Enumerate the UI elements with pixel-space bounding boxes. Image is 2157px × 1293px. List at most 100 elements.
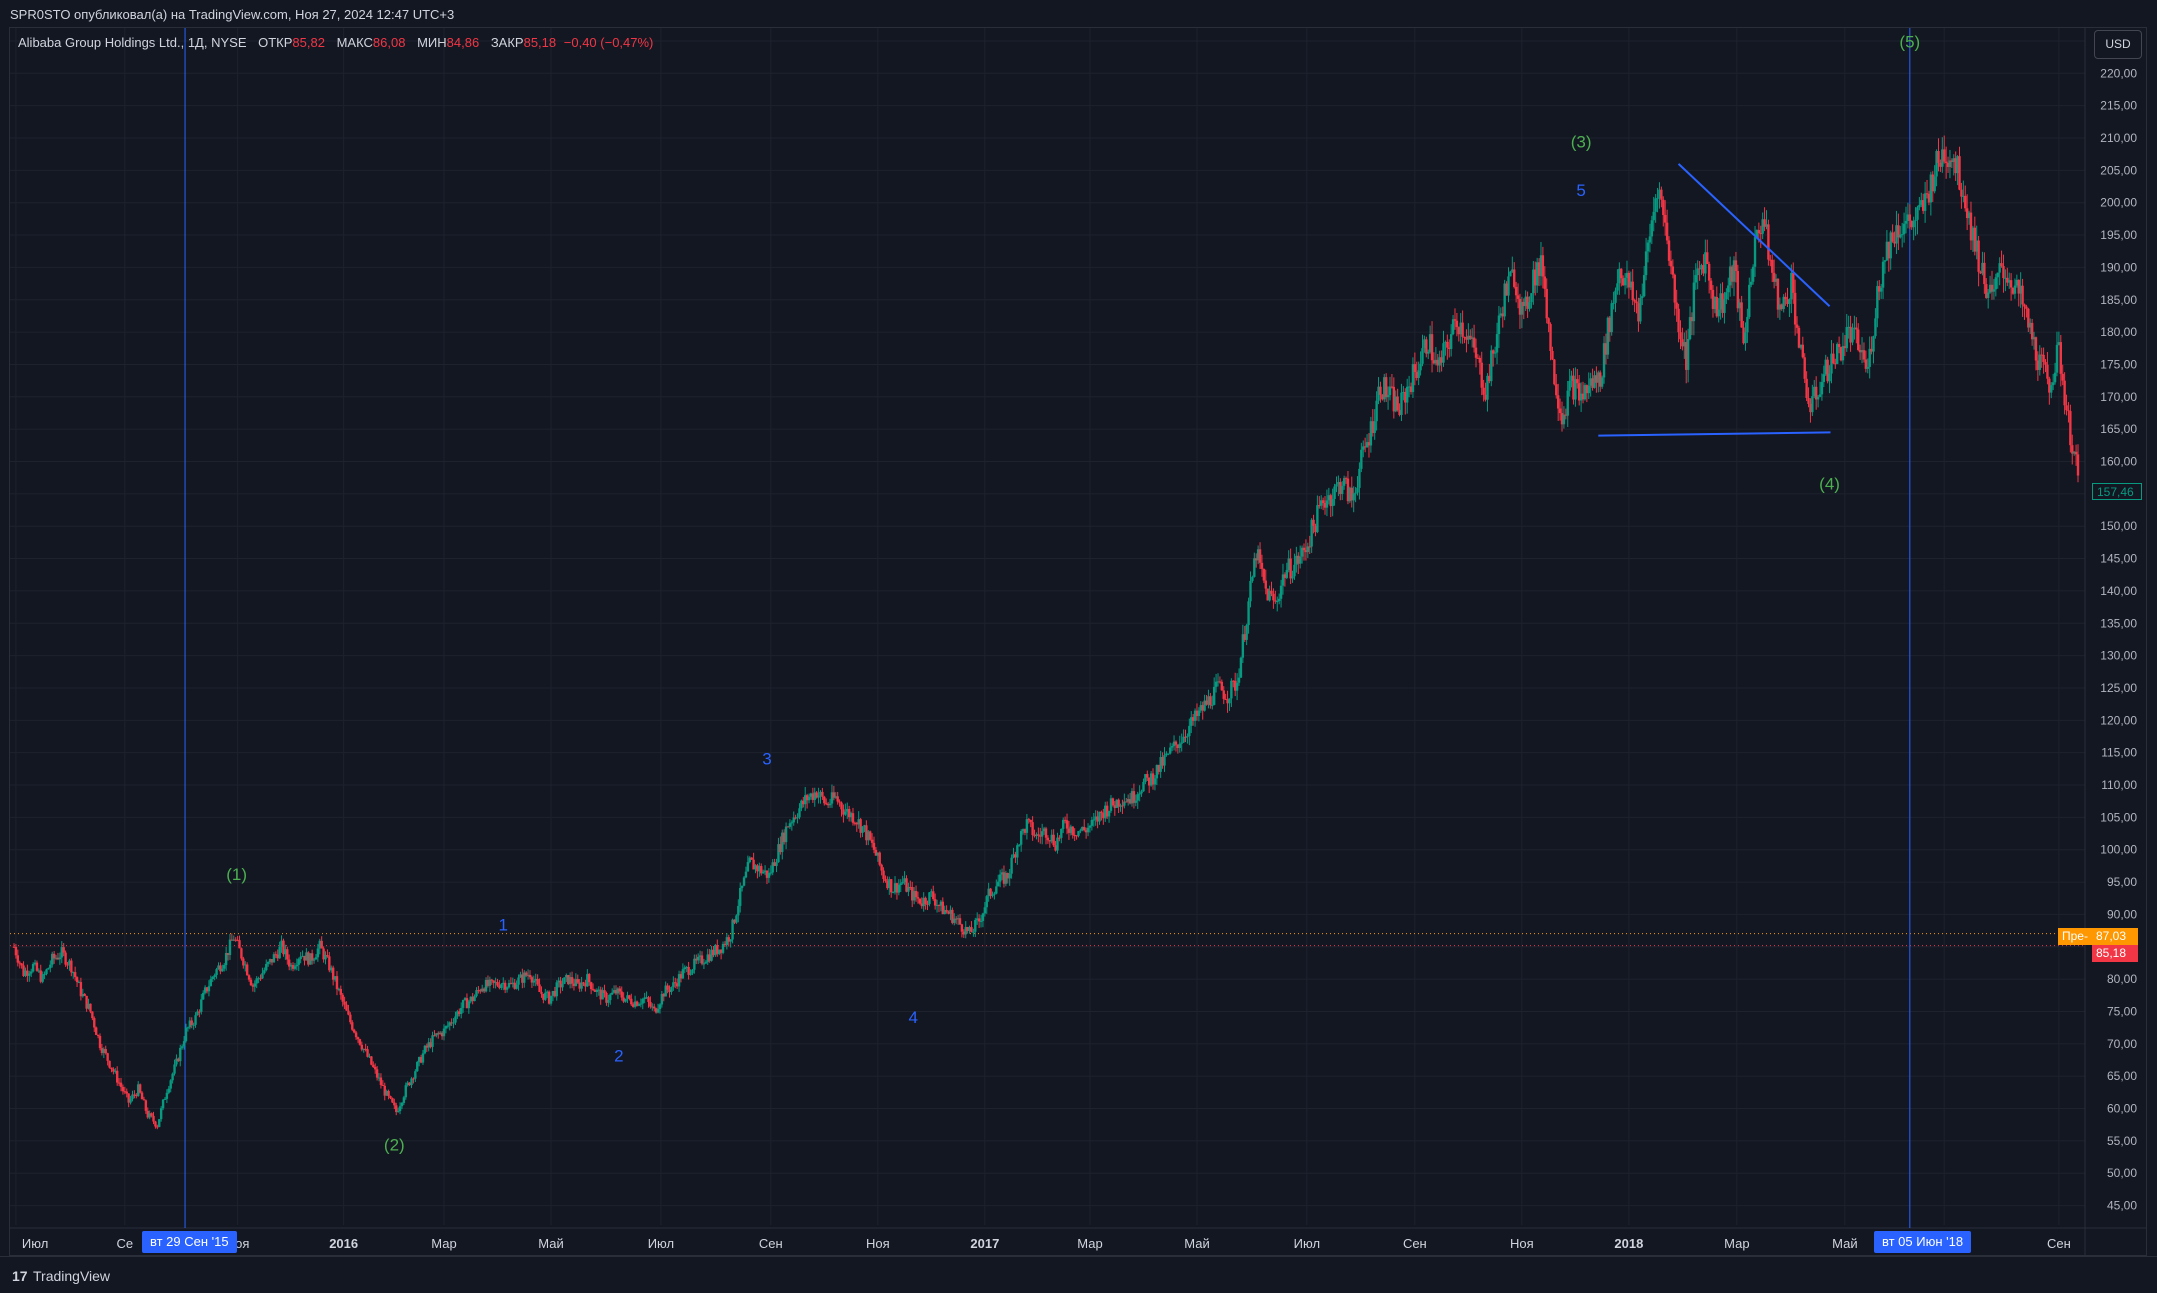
candle-body [339,988,342,995]
candle-body [1941,149,1944,167]
candle-body [364,1048,367,1050]
candle-body [1566,390,1569,416]
candle-body [1203,700,1206,711]
candle-body [1046,837,1050,841]
candle-body [588,974,591,983]
tradingview-logo-icon[interactable]: 17 [12,1268,28,1284]
candle-body [131,1094,134,1099]
candle-body [1287,558,1290,571]
candle-body [1662,199,1665,215]
candle-body [1528,302,1531,309]
candle-body [1969,212,1973,241]
pre-market-label: Пре- [2058,928,2092,945]
candle-body [385,1090,388,1096]
candle-body [108,1060,111,1068]
candle-body [591,989,595,991]
candle-body [158,1119,161,1127]
candle-body [716,945,719,954]
candle-body [1216,681,1220,683]
candle-body [289,965,293,967]
candle-body [916,897,920,899]
candle-body [1404,391,1407,403]
candle-body [739,887,742,906]
candle-body [1379,386,1382,395]
candle-body [1314,525,1317,533]
candle-body [1094,816,1097,820]
candle-body [589,982,593,990]
candle-body [1518,298,1522,315]
candle-body [1474,347,1478,358]
candle-body [1671,266,1675,275]
symbol-name: Alibaba Group Holdings Ltd., 1Д, NYSE [18,35,247,50]
candle-body [316,948,320,958]
candle-body [836,796,839,802]
candle-body [1824,359,1827,375]
candle-body [1388,386,1392,396]
high-label: МАКС [336,35,373,50]
candle-body [1906,214,1910,221]
candle-body [769,872,772,874]
candle-body [817,795,820,798]
candle-body [1981,262,1984,274]
candle-body [825,803,828,805]
candle-body [291,965,295,969]
candle-body [148,1113,151,1118]
candle-body [1119,805,1122,807]
candle-body [1899,234,1902,238]
candle-body [47,968,50,970]
candle-body [563,977,566,984]
candle-body [1965,208,1969,219]
candle-body [402,1097,406,1103]
candle-body [1650,220,1654,237]
candle-body [1037,834,1040,836]
candle-body [274,954,278,956]
candle-body [1948,160,1952,168]
candle-body [1019,831,1023,845]
candle-body [309,953,312,965]
candle-body [1545,288,1548,319]
candle-body [1421,348,1424,364]
candle-body [1579,393,1583,401]
candle-body [492,980,495,983]
candle-body [330,967,333,971]
candle-body [1342,478,1346,486]
candle-body [584,983,587,987]
candle-body [639,1003,643,1005]
price-axis-tick: 190,00 [2100,260,2137,274]
candle-body [695,958,698,961]
last-price-tag: 85,18 [2092,945,2138,962]
candle-body [1423,339,1426,349]
candle-body [872,842,876,850]
candle-body [398,1106,402,1112]
candle-body [165,1092,169,1099]
candle-body [2044,362,2047,365]
price-axis-tick: 205,00 [2100,163,2137,177]
currency-button[interactable]: USD [2094,30,2142,59]
candle-body [800,800,803,809]
candle-body [349,1014,352,1023]
candle-body [1069,826,1073,833]
candle-body [288,959,291,967]
candle-body [874,849,878,856]
candle-body [1688,317,1692,339]
candle-body [1276,601,1279,603]
price-axis-tick: 150,00 [2100,519,2137,533]
candle-body [941,901,944,915]
candle-body [35,962,39,971]
candle-body [1409,386,1413,393]
candle-body [1467,335,1470,340]
brand-name[interactable]: TradingView [33,1268,111,1284]
candle-body [1331,498,1334,507]
candle-body [1923,193,1927,211]
candle-body [939,901,943,906]
candle-body [1715,296,1718,317]
candle-body [1497,315,1501,335]
candle-body [310,953,314,961]
candle-body [1115,799,1118,808]
candle-body [1063,819,1067,821]
candle-body [855,822,858,825]
candle-body [119,1082,123,1087]
candle-body [771,862,774,873]
candle-body [1841,346,1845,361]
